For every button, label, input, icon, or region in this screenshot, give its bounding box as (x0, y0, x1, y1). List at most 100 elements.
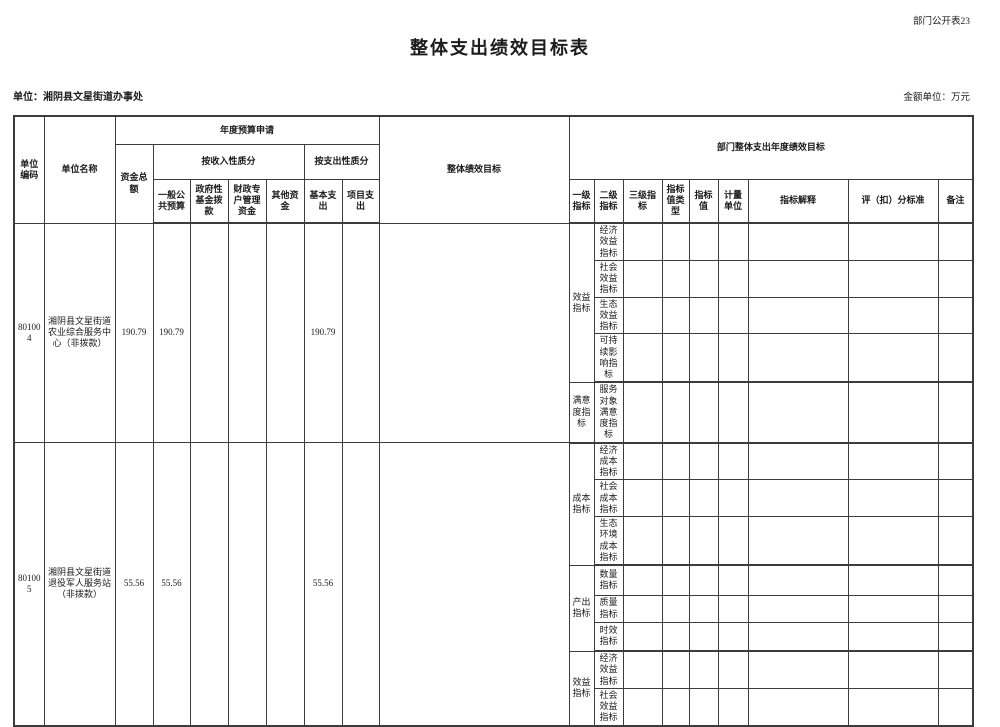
cell-remark (937, 479, 974, 517)
cell-level1-indicator: 满意度指标 (568, 381, 595, 444)
cell-level2-indicator: 服务对象满意度指标 (593, 381, 624, 444)
cell-level3-indicator (622, 296, 663, 335)
cell-scoring-standard (847, 222, 939, 261)
cell-level2-indicator: 生态环境成本指标 (593, 516, 624, 566)
cell-gov-fund (189, 442, 229, 726)
cell-level3-indicator (622, 594, 663, 623)
cell-level1-indicator: 效益指标 (568, 222, 595, 383)
cell-unit-of-measure (717, 333, 749, 384)
cell-value-type (661, 222, 690, 261)
cell-indicator-explanation (747, 479, 849, 517)
cell-gov-fund (189, 222, 229, 443)
cell-level3-indicator (622, 441, 663, 481)
table-row: 社会成本指标 (14, 479, 974, 517)
cell-indicator-explanation (747, 333, 849, 384)
cell-level2-indicator: 社会效益指标 (593, 259, 624, 298)
cell-value-type (661, 441, 690, 481)
cell-indicator-explanation (747, 259, 849, 298)
cell-general-public-budget: 190.79 (152, 222, 191, 443)
cell-value-type (661, 564, 690, 596)
header-gov-fund: 政府性基金拨款 (189, 178, 229, 224)
cell-value-type (661, 333, 690, 384)
cell-value-type (661, 650, 690, 689)
cell-unit-of-measure (717, 564, 749, 596)
cell-general-public-budget: 55.56 (152, 442, 191, 726)
cell-level3-indicator (622, 650, 663, 689)
cell-indicator-explanation (747, 650, 849, 689)
header-basic-expenditure: 基本支出 (303, 178, 343, 224)
cell-basic-expenditure: 55.56 (303, 442, 343, 726)
header-dept-annual-target: 部门整体支出年度绩效目标 (568, 115, 974, 180)
cell-unit-of-measure (717, 441, 749, 481)
cell-unit-of-measure (717, 687, 749, 727)
header-value-type: 指标值类型 (661, 178, 690, 224)
cell-overall-target (378, 222, 570, 443)
cell-scoring-standard (847, 650, 939, 689)
cell-indicator-value (688, 296, 719, 335)
amount-unit-label: 金额单位：万元 (903, 93, 970, 103)
cell-indicator-explanation (747, 621, 849, 652)
cell-unit-of-measure (717, 259, 749, 298)
cell-level3-indicator (622, 516, 663, 566)
header-level3-indicator: 三级指标 (622, 178, 663, 224)
cell-unit-of-measure (717, 296, 749, 335)
cell-indicator-explanation (747, 441, 849, 481)
cell-indicator-value (688, 259, 719, 298)
cell-level3-indicator (622, 381, 663, 444)
header-level1-indicator: 一级指标 (568, 178, 595, 224)
cell-unit-of-measure (717, 381, 749, 444)
cell-indicator-value (688, 333, 719, 384)
table-row: 801005 湘阴县文星街道退役军人服务站（非拨款） 55.56 55.56 55.56… (13, 441, 974, 726)
cell-value-type (661, 621, 690, 652)
cell-level2-indicator: 数量指标 (593, 564, 624, 596)
cell-level2-indicator: 经济效益指标 (593, 650, 624, 689)
header-general-public-budget: 一般公共预算 (152, 178, 191, 224)
header-total-funds: 资金总额 (114, 143, 154, 224)
cell-remark (937, 333, 974, 384)
header-level2-indicator: 二级指标 (593, 178, 624, 224)
cell-indicator-value (688, 564, 719, 596)
cell-remark (937, 222, 974, 261)
cell-level2-indicator: 社会效益指标 (593, 687, 624, 727)
header-unit-of-measure: 计量单位 (717, 178, 749, 224)
cell-other-funds (265, 442, 305, 726)
cell-level3-indicator (622, 564, 663, 596)
cell-unit-of-measure (717, 650, 749, 689)
cell-remark (937, 381, 974, 444)
cell-indicator-explanation (747, 381, 849, 444)
header-unit-name: 单位名称 (43, 115, 116, 224)
performance-target-table: 单位编码 单位名称 年度预算申请 整体绩效目标 部门整体支出年度绩效目标 资金总… (13, 115, 975, 727)
header-indicator-explanation: 指标解释 (747, 178, 849, 224)
cell-fiscal-account (227, 222, 267, 443)
cell-value-type (661, 479, 690, 517)
cell-level2-indicator: 社会成本指标 (593, 479, 624, 517)
header-scoring-standard: 评（扣）分标准 (847, 178, 939, 224)
cell-indicator-explanation (747, 222, 849, 261)
cell-unit-name: 湘阴县文星街道农业综合服务中心（非拨款） (43, 222, 116, 443)
header-other-funds: 其他资金 (265, 178, 305, 224)
cell-unit-of-measure (717, 594, 749, 623)
cell-unit-of-measure (717, 222, 749, 261)
cell-indicator-explanation (747, 687, 849, 727)
cell-level2-indicator: 时效指标 (593, 621, 624, 652)
cell-scoring-standard (847, 333, 939, 384)
cell-level1-indicator: 效益指标 (568, 650, 595, 726)
cell-level3-indicator (622, 333, 663, 384)
header-indicator-value: 指标值 (688, 178, 719, 224)
cell-level3-indicator (622, 687, 663, 727)
table-row: 产出指标 数量指标 (14, 564, 974, 652)
cell-indicator-explanation (747, 564, 849, 596)
cell-scoring-standard (847, 516, 939, 566)
cell-unit-of-measure (717, 516, 749, 566)
cell-remark (937, 564, 974, 596)
cell-unit-name: 湘阴县文星街道退役军人服务站（非拨款） (43, 442, 116, 726)
cell-indicator-value (688, 479, 719, 517)
cell-project-expenditure (341, 222, 380, 443)
cell-unit-of-measure (717, 621, 749, 652)
table-row: 801004 湘阴县文星街道农业综合服务中心（非拨款） 190.79 190.79 19… (13, 222, 974, 443)
cell-indicator-value (688, 222, 719, 261)
cell-indicator-value (688, 381, 719, 444)
cell-scoring-standard (847, 441, 939, 481)
cell-scoring-standard (847, 594, 939, 623)
cell-indicator-value (688, 650, 719, 689)
